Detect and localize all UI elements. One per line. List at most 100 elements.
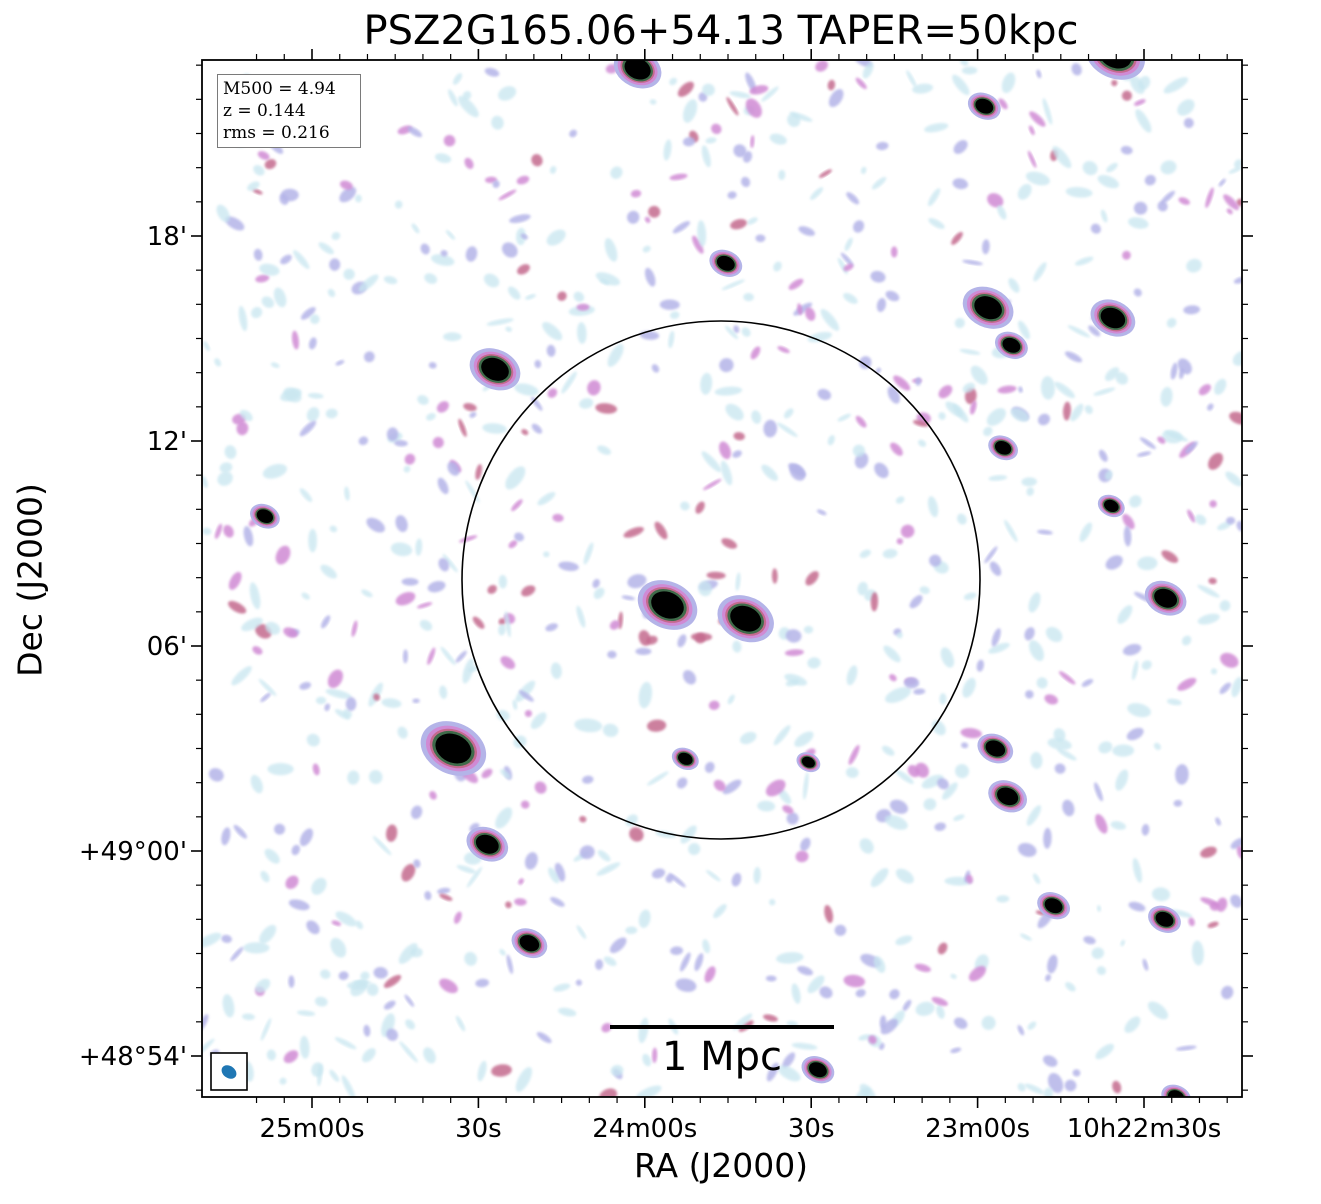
emission-blob bbox=[410, 947, 423, 958]
emission-blob bbox=[223, 524, 234, 538]
emission-blob bbox=[308, 528, 318, 553]
emission-blob bbox=[688, 842, 701, 856]
emission-blob bbox=[1037, 529, 1053, 535]
emission-blob bbox=[890, 442, 903, 456]
emission-blob bbox=[610, 1064, 624, 1077]
emission-blob bbox=[1160, 190, 1175, 204]
emission-blob bbox=[1081, 678, 1094, 687]
emission-blob bbox=[453, 73, 463, 85]
emission-blob bbox=[794, 731, 814, 747]
emission-blob bbox=[603, 956, 617, 966]
emission-blob bbox=[1026, 805, 1042, 826]
emission-blob bbox=[848, 744, 860, 765]
emission-blob bbox=[443, 332, 462, 342]
emission-blob bbox=[486, 318, 514, 326]
bright-source bbox=[994, 331, 1028, 359]
source-contour bbox=[678, 752, 693, 765]
emission-blob bbox=[260, 692, 271, 703]
emission-blob bbox=[1231, 677, 1242, 698]
emission-blob bbox=[942, 782, 958, 800]
emission-blob bbox=[442, 553, 458, 573]
emission-blob bbox=[249, 582, 261, 610]
bright-source bbox=[717, 595, 774, 643]
emission-blob bbox=[855, 415, 867, 428]
emission-blob bbox=[385, 824, 398, 842]
emission-blob bbox=[902, 999, 912, 1012]
emission-blob bbox=[331, 231, 341, 241]
emission-blob bbox=[846, 192, 860, 205]
emission-blob bbox=[1025, 171, 1050, 186]
emission-blob bbox=[1209, 500, 1217, 508]
emission-blob bbox=[569, 129, 578, 138]
emission-blob bbox=[913, 420, 929, 427]
emission-blob bbox=[870, 868, 889, 888]
emission-blob bbox=[1032, 873, 1041, 885]
emission-blob bbox=[482, 423, 507, 434]
emission-blob bbox=[837, 413, 851, 422]
emission-blob bbox=[252, 188, 263, 195]
emission-blob bbox=[419, 619, 433, 631]
source-contour bbox=[1155, 911, 1174, 927]
emission-blob bbox=[524, 852, 538, 870]
emission-blob bbox=[876, 297, 887, 313]
emission-blob bbox=[706, 870, 721, 882]
emission-blob bbox=[669, 311, 680, 319]
emission-blob bbox=[214, 523, 223, 539]
emission-blob bbox=[763, 419, 778, 438]
emission-blob bbox=[458, 535, 478, 543]
emission-blob bbox=[1136, 451, 1152, 457]
emission-blob bbox=[962, 677, 976, 698]
emission-blob bbox=[771, 568, 778, 584]
emission-blob bbox=[390, 542, 413, 557]
emission-blob bbox=[1105, 470, 1113, 481]
emission-blob bbox=[915, 762, 930, 778]
emission-blob bbox=[923, 798, 937, 811]
emission-blob bbox=[649, 99, 657, 105]
emission-blob bbox=[327, 288, 336, 298]
emission-blob bbox=[668, 330, 675, 349]
emission-blob bbox=[275, 545, 291, 565]
emission-blob bbox=[542, 322, 563, 341]
emission-blob bbox=[807, 657, 821, 669]
emission-blob bbox=[962, 259, 983, 266]
source-contour bbox=[481, 357, 509, 381]
emission-blob bbox=[516, 175, 530, 185]
emission-blob bbox=[437, 887, 451, 895]
emission-blob bbox=[1221, 985, 1234, 1000]
emission-blob bbox=[549, 165, 557, 174]
emission-blob bbox=[722, 779, 742, 795]
emission-blob bbox=[363, 351, 375, 363]
emission-blob bbox=[1120, 939, 1125, 947]
emission-blob bbox=[914, 963, 931, 973]
emission-blob bbox=[997, 205, 1007, 220]
emission-blob bbox=[438, 558, 450, 572]
emission-blob bbox=[963, 592, 977, 601]
emission-blob bbox=[439, 978, 458, 994]
emission-blob bbox=[233, 824, 247, 839]
emission-blob bbox=[525, 294, 536, 300]
emission-blob bbox=[761, 464, 778, 481]
emission-blob bbox=[987, 193, 1004, 208]
emission-blob bbox=[314, 996, 328, 1007]
emission-blob bbox=[670, 946, 684, 956]
emission-blob bbox=[597, 445, 612, 455]
emission-blob bbox=[815, 60, 829, 72]
emission-blob bbox=[516, 227, 526, 246]
emission-blob bbox=[324, 703, 331, 712]
emission-blob bbox=[455, 1015, 466, 1032]
emission-blob bbox=[1111, 79, 1118, 87]
emission-blob bbox=[1133, 288, 1142, 297]
emission-blob bbox=[1121, 90, 1133, 101]
emission-blob bbox=[221, 934, 232, 943]
emission-blob bbox=[372, 835, 392, 856]
emission-blob bbox=[889, 989, 900, 1000]
source-contour bbox=[1104, 499, 1119, 512]
emission-blob bbox=[1122, 643, 1142, 656]
emission-blob bbox=[339, 186, 357, 203]
x-tick-label: 10h22m30s bbox=[1067, 1114, 1222, 1144]
emission-blob bbox=[420, 243, 430, 255]
emission-blob bbox=[515, 1067, 533, 1092]
emission-blob bbox=[1025, 690, 1034, 699]
emission-blob bbox=[989, 561, 1002, 576]
emission-blob bbox=[769, 899, 776, 906]
